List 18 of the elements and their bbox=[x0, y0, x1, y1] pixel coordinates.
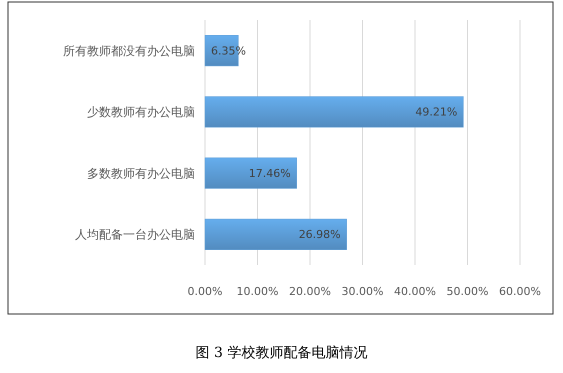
data-label: 49.21% bbox=[415, 106, 458, 119]
y-tick-label: 人均配备一台办公电脑 bbox=[75, 228, 195, 242]
y-tick-label: 所有教师都没有办公电脑 bbox=[63, 44, 195, 58]
x-tick-label: 20.00% bbox=[289, 285, 331, 298]
data-label: 17.46% bbox=[248, 166, 291, 180]
x-tick-label: 60.00% bbox=[499, 285, 541, 298]
x-tick-label: 40.00% bbox=[394, 285, 436, 298]
data-label: 26.98% bbox=[298, 228, 341, 242]
text: 图 3 学校教师配备电脑情况 bbox=[196, 345, 368, 361]
x-tick-label: 0.00% bbox=[188, 285, 222, 298]
y-tick-label: 少数教师有办公电脑 bbox=[87, 105, 195, 120]
bar bbox=[204, 218, 347, 250]
x-tick-label: 10.00% bbox=[236, 285, 278, 298]
y-tick-label: 多数教师有办公电脑 bbox=[87, 166, 195, 180]
x-tick-label: 30.00% bbox=[342, 285, 384, 298]
bar bbox=[204, 158, 297, 189]
bar bbox=[204, 96, 464, 128]
x-tick-label: 50.00% bbox=[446, 285, 488, 298]
